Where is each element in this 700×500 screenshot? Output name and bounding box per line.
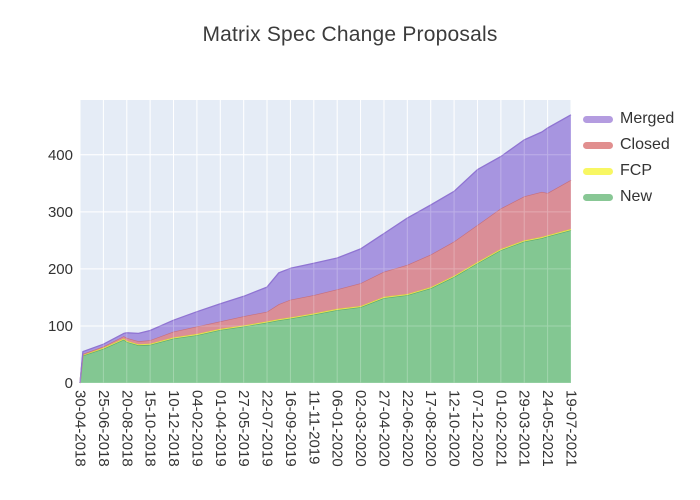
x-tick-label: 22-06-2020 <box>399 390 416 467</box>
line-merged <box>79 114 572 384</box>
area-closed <box>80 179 571 383</box>
x-tick-label: 24-05-2021 <box>539 390 556 467</box>
legend-item-fcp: FCP <box>583 158 674 184</box>
x-tick-label: 27-05-2019 <box>235 390 252 467</box>
y-tick-label: 400 <box>48 147 73 164</box>
x-tick-label: 02-03-2020 <box>352 390 369 467</box>
x-tick-label: 07-12-2020 <box>469 390 486 467</box>
area-merged <box>80 114 571 384</box>
x-tick-label: 27-04-2020 <box>375 390 392 467</box>
legend: Merged Closed FCP New <box>583 106 674 210</box>
legend-item-merged: Merged <box>583 106 674 132</box>
legend-label-closed: Closed <box>620 136 670 153</box>
y-tick-label: 0 <box>65 375 73 392</box>
x-tick-label: 16-09-2019 <box>282 390 299 467</box>
legend-swatch-fcp <box>583 167 613 175</box>
x-tick-label: 15-10-2018 <box>142 390 159 467</box>
legend-label-fcp: FCP <box>620 162 652 179</box>
x-tick-label: 01-04-2019 <box>212 390 229 467</box>
legend-label-merged: Merged <box>620 110 675 127</box>
y-tick-label: 200 <box>48 261 73 278</box>
x-tick-label: 25-06-2018 <box>95 390 112 467</box>
x-axis-labels: 30-04-2018 25-06-2018 20-08-2018 15-10-2018… <box>72 390 580 467</box>
x-tick-label: 20-08-2018 <box>118 390 135 467</box>
legend-label-new: New <box>620 188 653 205</box>
legend-item-closed: Closed <box>583 132 674 158</box>
x-tick-label: 04-02-2019 <box>188 390 205 467</box>
x-tick-label: 12-10-2020 <box>446 390 463 467</box>
x-tick-label: 29-03-2021 <box>516 390 533 467</box>
legend-swatch-merged <box>583 115 613 123</box>
legend-swatch-new <box>583 193 613 201</box>
y-axis-labels: 0 100 200 300 400 <box>48 147 73 392</box>
y-tick-label: 100 <box>48 318 73 335</box>
legend-item-new: New <box>583 184 674 210</box>
x-tick-label: 11-11-2019 <box>305 390 322 465</box>
legend-swatch-closed <box>583 141 613 149</box>
x-tick-label: 06-01-2020 <box>329 390 346 467</box>
x-tick-label: 22-07-2019 <box>259 390 276 467</box>
gridlines-overlay <box>79 100 572 384</box>
x-tick-label: 10-12-2018 <box>165 390 182 467</box>
x-tick-label: 17-08-2020 <box>422 390 439 467</box>
x-tick-label: 19-07-2021 <box>563 390 580 467</box>
area-new <box>80 230 571 383</box>
x-tick-label: 30-04-2018 <box>72 390 89 467</box>
y-tick-label: 300 <box>48 204 73 221</box>
x-tick-label: 01-02-2021 <box>492 390 509 467</box>
chart-title: Matrix Spec Change Proposals <box>202 23 498 46</box>
